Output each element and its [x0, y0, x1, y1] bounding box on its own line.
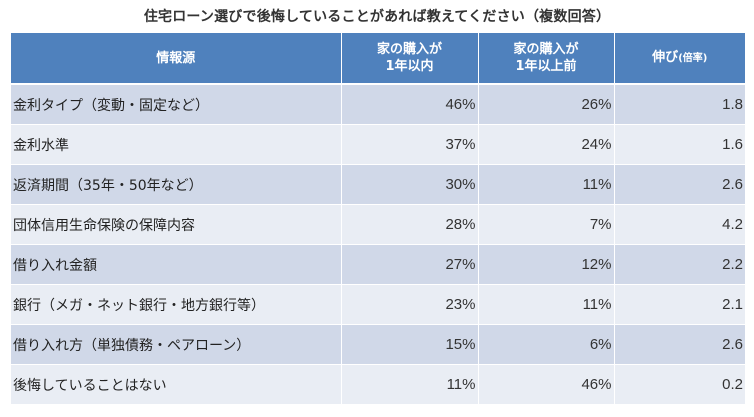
- row-within-1yr: 23%: [341, 284, 479, 325]
- row-label: 返済期間（35年・50年など）: [11, 164, 342, 205]
- table-header-row: 情報源 家の購入が 1年以内 家の購入が 1年以上前 伸び(倍率): [11, 33, 745, 85]
- header-growth-unit: (倍率): [678, 53, 708, 64]
- row-over-1yr: 46%: [478, 364, 615, 405]
- row-growth: 0.2: [614, 364, 745, 405]
- row-within-1yr: 30%: [341, 164, 479, 205]
- row-within-1yr: 37%: [341, 124, 479, 165]
- row-within-1yr: 46%: [341, 84, 479, 125]
- row-growth: 2.1: [614, 284, 745, 325]
- row-within-1yr: 27%: [341, 244, 479, 285]
- header-within-1yr-line1: 家の購入が: [376, 42, 442, 57]
- header-within-1yr-line2: 1年以内: [385, 59, 434, 74]
- table-row: 銀行（メガ・ネット銀行・地方銀行等） 23% 11% 2.1: [11, 284, 745, 325]
- row-label: 銀行（メガ・ネット銀行・地方銀行等）: [11, 284, 342, 325]
- row-growth: 1.8: [614, 84, 745, 125]
- row-label: 金利タイプ（変動・固定など）: [11, 84, 342, 125]
- row-over-1yr: 12%: [478, 244, 615, 285]
- row-label: 団体信用生命保険の保障内容: [11, 204, 342, 245]
- header-over-1yr: 家の購入が 1年以上前: [478, 33, 615, 85]
- row-growth: 2.6: [614, 164, 745, 205]
- header-growth-label: 伸び: [652, 50, 679, 65]
- row-growth: 1.6: [614, 124, 745, 165]
- table-row: 金利水準 37% 24% 1.6: [11, 124, 745, 165]
- header-growth: 伸び(倍率): [614, 33, 745, 85]
- table-row: 団体信用生命保険の保障内容 28% 7% 4.2: [11, 204, 745, 245]
- header-over-1yr-line1: 家の購入が: [513, 42, 579, 57]
- row-label: 金利水準: [11, 124, 342, 165]
- header-within-1yr: 家の購入が 1年以内: [341, 33, 479, 85]
- row-within-1yr: 15%: [341, 324, 479, 365]
- row-over-1yr: 26%: [478, 84, 615, 125]
- row-over-1yr: 7%: [478, 204, 615, 245]
- row-over-1yr: 24%: [478, 124, 615, 165]
- table-row: 借り入れ方（単独債務・ペアローン） 15% 6% 2.6: [11, 324, 745, 365]
- header-over-1yr-line2: 1年以上前: [515, 59, 577, 74]
- table-row: 金利タイプ（変動・固定など） 46% 26% 1.8: [11, 84, 745, 125]
- table-row: 返済期間（35年・50年など） 30% 11% 2.6: [11, 164, 745, 205]
- row-within-1yr: 28%: [341, 204, 479, 245]
- header-source: 情報源: [11, 33, 342, 85]
- row-over-1yr: 11%: [478, 164, 615, 205]
- row-growth: 4.2: [614, 204, 745, 245]
- row-over-1yr: 6%: [478, 324, 615, 365]
- table-row: 後悔していることはない 11% 46% 0.2: [11, 364, 745, 405]
- row-label: 借り入れ金額: [11, 244, 342, 285]
- row-label: 後悔していることはない: [11, 364, 342, 405]
- row-label: 借り入れ方（単独債務・ペアローン）: [11, 324, 342, 365]
- row-within-1yr: 11%: [341, 364, 479, 405]
- row-growth: 2.6: [614, 324, 745, 365]
- table-row: 借り入れ金額 27% 12% 2.2: [11, 244, 745, 285]
- row-over-1yr: 11%: [478, 284, 615, 325]
- survey-table: 情報源 家の購入が 1年以内 家の購入が 1年以上前 伸び(倍率) 金利タイプ（…: [11, 33, 745, 405]
- row-growth: 2.2: [614, 244, 745, 285]
- survey-title: 住宅ローン選びで後悔していることがあれば教えてください（複数回答）: [143, 9, 611, 25]
